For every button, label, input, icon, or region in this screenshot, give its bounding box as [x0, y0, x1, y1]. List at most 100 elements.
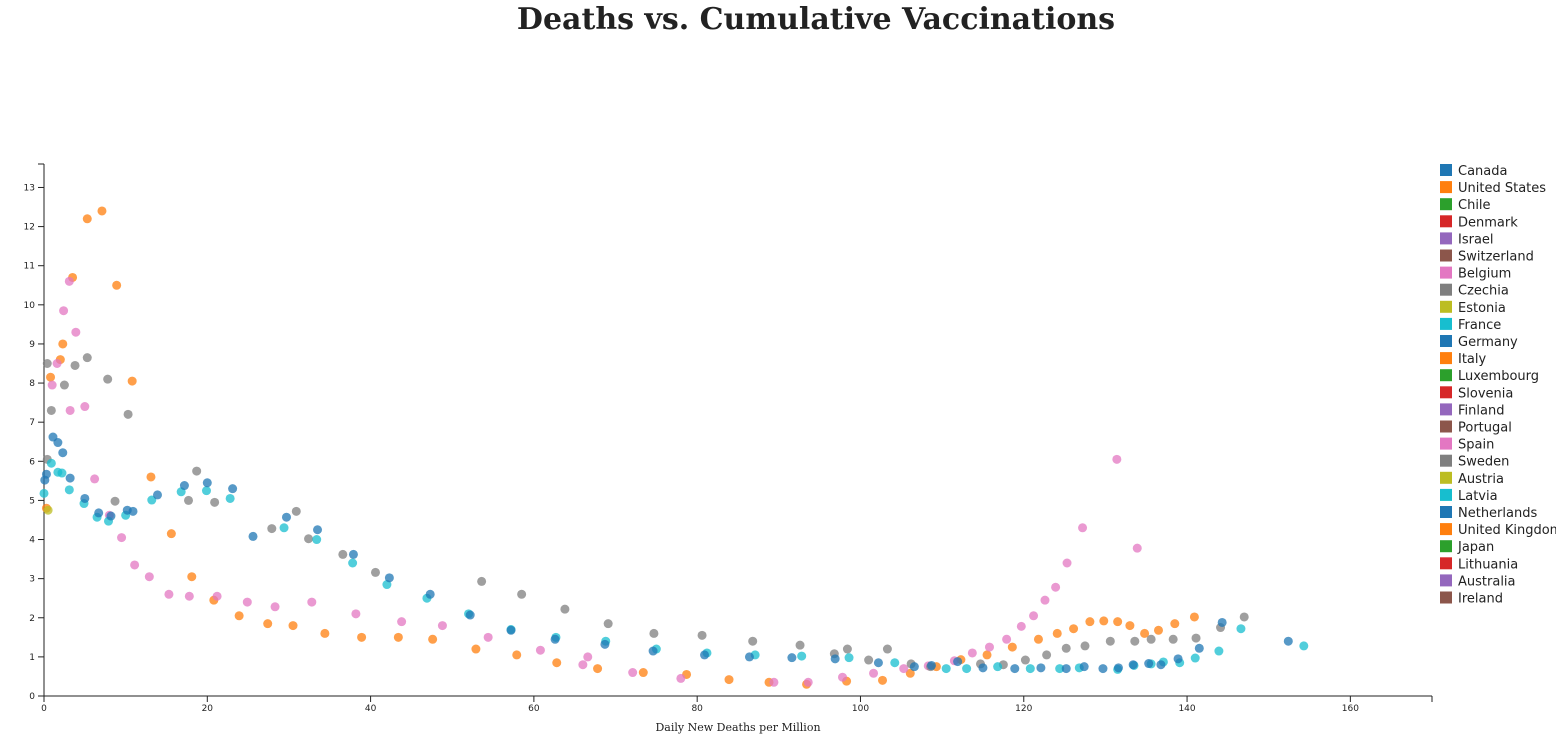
legend-swatch	[1440, 215, 1452, 228]
legend-swatch	[1440, 471, 1452, 484]
data-point	[425, 589, 435, 599]
data-point	[70, 360, 80, 370]
y-tick-label: 9	[29, 340, 35, 350]
data-point	[1283, 636, 1293, 646]
data-point	[927, 660, 937, 670]
data-point	[1146, 634, 1156, 644]
data-point	[80, 493, 90, 503]
legend-swatch	[1440, 523, 1452, 536]
data-point	[97, 206, 107, 216]
legend-label: Belgium	[1458, 267, 1511, 282]
data-point	[1153, 625, 1163, 635]
legend-label: Italy	[1458, 352, 1487, 367]
data-point	[506, 625, 516, 635]
data-point	[873, 658, 883, 668]
y-tick-label: 2	[29, 614, 35, 624]
data-point	[967, 648, 977, 658]
data-point	[57, 468, 67, 478]
data-point	[123, 409, 133, 419]
legend-swatch	[1440, 335, 1452, 347]
data-point	[864, 655, 874, 665]
data-point	[1113, 663, 1123, 673]
legend-label: Finland	[1458, 403, 1504, 418]
data-point	[1040, 595, 1050, 605]
data-point	[58, 448, 68, 458]
data-point	[890, 658, 900, 668]
data-point	[465, 610, 475, 620]
x-tick-label: 120	[1015, 704, 1032, 714]
legend-swatch	[1440, 249, 1452, 262]
data-point	[471, 644, 481, 654]
data-point	[1140, 628, 1150, 638]
data-point	[603, 619, 613, 629]
data-point	[437, 621, 447, 631]
chart-title: Deaths vs. Cumulative Vaccinations	[516, 2, 1116, 37]
data-point	[234, 611, 244, 621]
data-point	[899, 664, 909, 674]
data-point	[1020, 655, 1030, 665]
data-point	[803, 677, 813, 687]
data-point	[263, 619, 273, 629]
data-point	[830, 654, 840, 664]
data-point	[648, 646, 658, 656]
data-point	[164, 589, 174, 599]
legend-swatch	[1440, 164, 1452, 176]
data-point	[53, 438, 63, 448]
data-point	[357, 632, 367, 642]
data-point	[312, 535, 322, 545]
data-point	[1217, 617, 1227, 627]
data-point	[103, 374, 113, 384]
legend-label: United States	[1458, 181, 1546, 196]
data-point	[483, 632, 493, 642]
data-point	[1299, 641, 1309, 651]
data-point	[697, 630, 707, 640]
data-point	[1016, 621, 1026, 631]
data-point	[65, 473, 75, 483]
data-point	[212, 591, 222, 601]
legend-label: Netherlands	[1458, 506, 1537, 521]
data-point	[281, 512, 291, 522]
legend-swatch	[1440, 591, 1452, 604]
data-point	[184, 591, 194, 601]
data-point	[46, 372, 56, 382]
data-point	[1113, 617, 1123, 627]
data-point	[578, 660, 588, 670]
data-point	[127, 376, 137, 386]
legend-swatch	[1440, 369, 1452, 382]
legend-swatch	[1440, 506, 1452, 518]
data-point	[71, 327, 81, 337]
data-point	[313, 525, 323, 535]
legend-label: Czechia	[1458, 284, 1509, 299]
data-point	[320, 628, 330, 638]
data-point	[676, 673, 686, 683]
data-point	[59, 380, 69, 390]
data-point	[1190, 653, 1200, 663]
legend-label: France	[1458, 318, 1501, 333]
legend-swatch	[1440, 300, 1452, 313]
data-point	[724, 675, 734, 685]
legend-label: Austria	[1458, 472, 1504, 487]
x-tick-label: 20	[202, 704, 214, 714]
y-tick-label: 1	[29, 653, 35, 663]
data-point	[279, 523, 289, 533]
data-point	[1128, 660, 1138, 670]
data-point	[348, 549, 358, 559]
data-point	[1105, 636, 1115, 646]
legend-swatch	[1440, 454, 1452, 467]
y-tick-label: 8	[29, 379, 35, 389]
data-point	[397, 617, 407, 627]
data-point	[748, 636, 758, 646]
legend-swatch	[1440, 232, 1452, 245]
data-point	[1156, 660, 1166, 670]
data-point	[270, 602, 280, 612]
data-point	[1010, 664, 1020, 674]
y-tick-label: 5	[29, 496, 35, 506]
x-tick-label: 60	[528, 704, 540, 714]
data-point	[838, 672, 848, 682]
legend-swatch	[1440, 181, 1452, 194]
data-point	[106, 511, 116, 521]
legend-label: Portugal	[1458, 421, 1512, 436]
data-point	[593, 664, 603, 674]
data-point	[1036, 663, 1046, 673]
